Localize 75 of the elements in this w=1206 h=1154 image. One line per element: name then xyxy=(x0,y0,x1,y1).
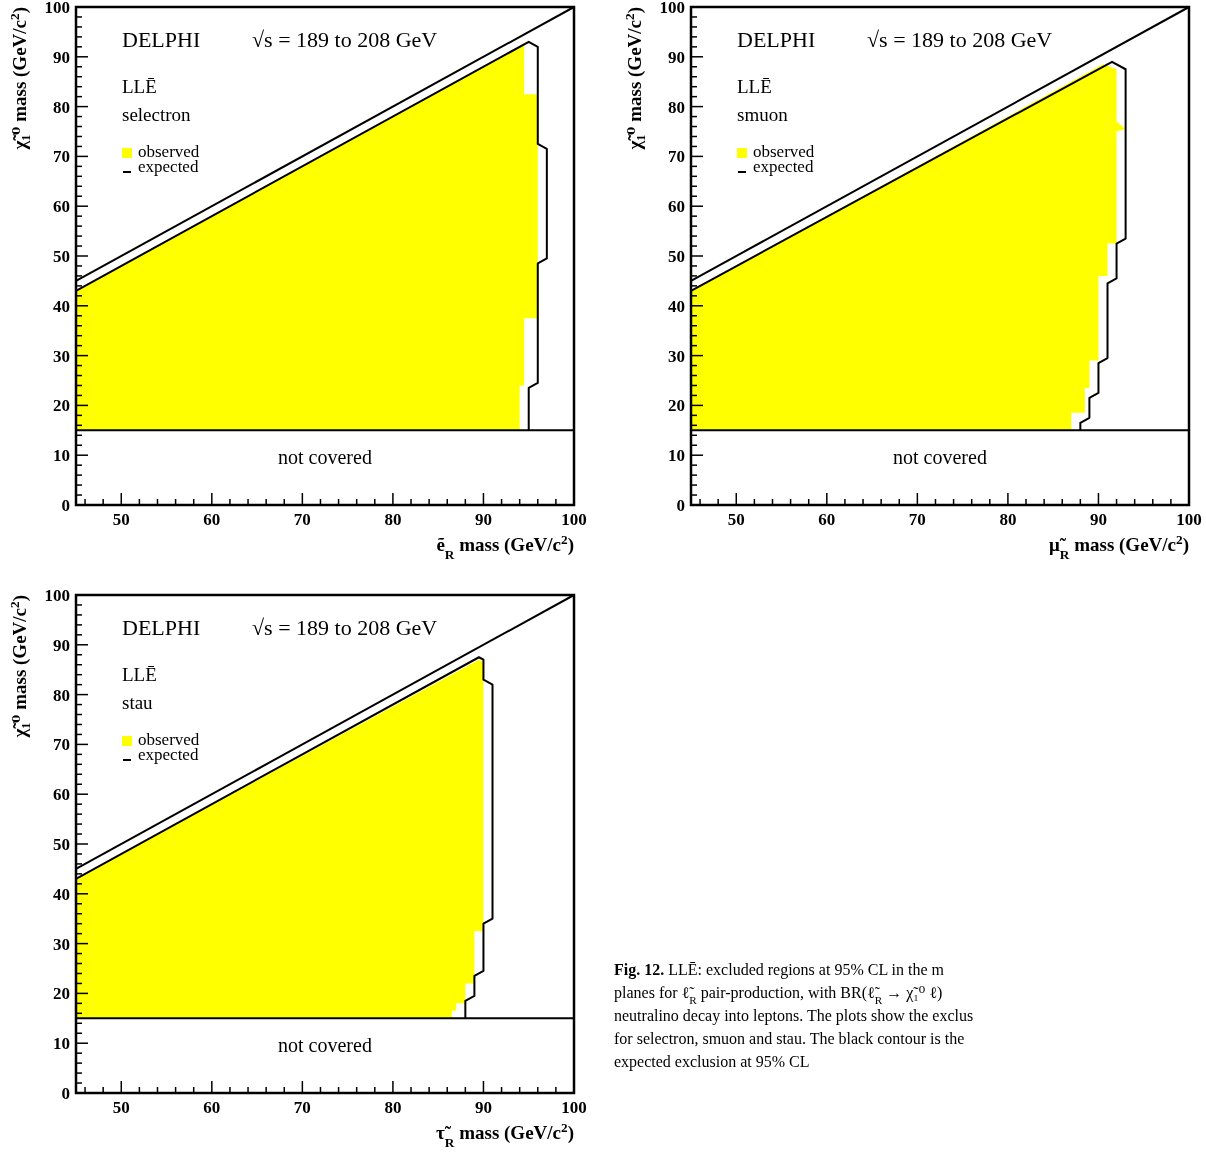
x-tick-label: 70 xyxy=(908,510,926,529)
x-tick-label: 50 xyxy=(112,510,130,529)
y-tick-label: 30 xyxy=(668,346,685,366)
y-tick-label: 80 xyxy=(668,97,685,117)
x-tick-label: 90 xyxy=(474,510,492,529)
text: √s = 189 to 208 GeV xyxy=(867,27,1053,52)
text: LLĒ: excluded regions at 95% CL in the m xyxy=(668,961,945,979)
text: DELPHI xyxy=(122,615,201,640)
y-tick-label: 10 xyxy=(668,446,685,466)
x-axis-title: μ̃$_{R}$ mass (GeV/c$^{2}$) xyxy=(1049,531,1189,562)
x-tick-label: 70 xyxy=(293,1098,311,1117)
text: √s = 189 to 208 GeV xyxy=(252,27,438,52)
annotation: selectron xyxy=(122,104,192,125)
y-tick-label: 30 xyxy=(53,346,70,366)
y-tick-label: 20 xyxy=(53,984,70,1004)
x-tick-label: 80 xyxy=(384,1098,402,1117)
ref-line-label: not covered xyxy=(893,446,987,469)
annotation: LLĒ xyxy=(737,76,772,97)
x-tick-label: 90 xyxy=(1089,510,1107,529)
annotation: LLĒ xyxy=(122,664,157,685)
x-tick-label: 80 xyxy=(999,510,1017,529)
annotation: stau xyxy=(122,692,154,713)
text: for selectron, smuon and stau. The black contour is the xyxy=(614,1030,965,1047)
x-tick-label: 60 xyxy=(203,1098,221,1117)
y-tick-label: 70 xyxy=(53,147,70,167)
x-tick-label: 100 xyxy=(561,1098,587,1117)
x-tick-label: 100 xyxy=(561,510,587,529)
y-tick-label: 20 xyxy=(53,396,70,416)
y-tick-label: 80 xyxy=(53,97,70,117)
x-tick-label: 70 xyxy=(293,510,311,529)
y-tick-label: 60 xyxy=(668,197,685,217)
y-tick-label: 0 xyxy=(61,496,70,515)
y-tick-label: 10 xyxy=(53,1034,70,1054)
text: DELPHI xyxy=(737,27,816,52)
y-tick-label: 70 xyxy=(668,147,685,167)
text: planes for ℓ̃$_{R}$ pair-production, with BR(ℓ̃$_{R}$ → χ̃₁⁰ ℓ) xyxy=(614,984,943,1006)
annotation: smuon xyxy=(737,104,789,125)
y-tick-label: 50 xyxy=(668,247,685,266)
y-tick-label: 90 xyxy=(53,635,70,655)
y-tick-label: 60 xyxy=(53,197,70,217)
x-axis-title: ẽ$_{R}$ mass (GeV/c$^{2}$) xyxy=(436,531,574,562)
text: neutralino decay into leptons. The plots show the exclus xyxy=(614,1007,974,1025)
y-tick-label: 100 xyxy=(659,0,685,17)
y-tick-label: 60 xyxy=(53,785,70,805)
x-tick-label: 100 xyxy=(1176,510,1202,529)
x-tick-label: 60 xyxy=(818,510,836,529)
y-tick-label: 90 xyxy=(668,47,685,67)
y-tick-label: 0 xyxy=(676,496,685,515)
x-tick-label: 50 xyxy=(112,1098,130,1117)
y-tick-label: 80 xyxy=(53,685,70,705)
text: √s = 189 to 208 GeV xyxy=(252,615,438,640)
y-tick-label: 20 xyxy=(668,396,685,416)
y-tick-label: 50 xyxy=(53,835,70,854)
x-tick-label: 60 xyxy=(203,510,221,529)
y-tick-label: 90 xyxy=(53,47,70,67)
y-tick-label: 100 xyxy=(44,0,70,17)
y-tick-label: 30 xyxy=(53,934,70,954)
ref-line-label: not covered xyxy=(278,446,372,469)
y-tick-label: 40 xyxy=(53,884,70,904)
text: expected exclusion at 95% CL xyxy=(614,1053,810,1071)
y-tick-label: 50 xyxy=(53,247,70,266)
y-tick-label: 40 xyxy=(53,296,70,316)
y-tick-label: 100 xyxy=(44,586,70,605)
x-tick-label: 90 xyxy=(474,1098,492,1117)
y-tick-label: 0 xyxy=(61,1084,70,1103)
y-tick-label: 40 xyxy=(668,296,685,316)
text: DELPHI xyxy=(122,27,201,52)
x-tick-label: 80 xyxy=(384,510,402,529)
annotation: LLĒ xyxy=(122,76,157,97)
text: Fig. 12. xyxy=(614,961,669,979)
x-axis-title: τ̃$_{R}$ mass (GeV/c$^{2}$) xyxy=(436,1119,574,1150)
y-tick-label: 70 xyxy=(53,735,70,755)
x-tick-label: 50 xyxy=(727,510,745,529)
ref-line-label: not covered xyxy=(278,1034,372,1057)
y-tick-label: 10 xyxy=(53,446,70,466)
